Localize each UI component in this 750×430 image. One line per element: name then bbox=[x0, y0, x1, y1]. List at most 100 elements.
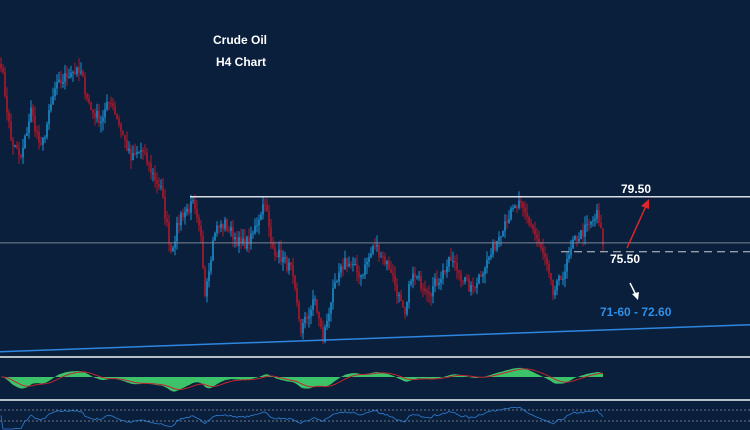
candle bbox=[356, 255, 358, 282]
candle bbox=[0, 57, 2, 73]
candle bbox=[252, 230, 254, 239]
candle bbox=[494, 239, 496, 252]
candle bbox=[234, 232, 236, 248]
candle bbox=[244, 229, 246, 250]
candle bbox=[538, 230, 540, 248]
macd-panel bbox=[0, 367, 604, 392]
candle bbox=[224, 216, 226, 232]
candle bbox=[240, 228, 242, 249]
candle bbox=[328, 307, 330, 329]
candle bbox=[308, 307, 310, 328]
candle bbox=[318, 311, 320, 327]
candle bbox=[36, 125, 38, 140]
candle bbox=[314, 295, 316, 306]
candle bbox=[212, 236, 214, 262]
candle bbox=[462, 279, 464, 286]
candle bbox=[316, 298, 318, 315]
candle bbox=[592, 216, 594, 227]
candle bbox=[76, 66, 78, 77]
candle bbox=[372, 244, 374, 256]
candle bbox=[344, 250, 346, 270]
candle bbox=[414, 266, 416, 286]
candle bbox=[118, 115, 120, 128]
candle bbox=[434, 273, 436, 293]
candle bbox=[540, 241, 542, 252]
candle bbox=[172, 245, 174, 252]
candle bbox=[94, 108, 96, 126]
candle bbox=[100, 115, 102, 133]
candle bbox=[238, 231, 240, 254]
candle bbox=[202, 230, 204, 270]
candle bbox=[582, 223, 584, 247]
candle bbox=[246, 235, 248, 252]
candle bbox=[262, 197, 264, 220]
candle bbox=[400, 290, 402, 302]
candle bbox=[176, 216, 178, 250]
candle bbox=[290, 262, 292, 271]
candle bbox=[126, 131, 128, 152]
candle bbox=[388, 256, 390, 271]
candle bbox=[136, 145, 138, 159]
candle bbox=[206, 278, 208, 303]
candle bbox=[146, 148, 148, 167]
candle bbox=[478, 273, 480, 285]
candle bbox=[526, 203, 528, 224]
candle bbox=[380, 251, 382, 258]
chart-title: Crude Oil bbox=[213, 33, 268, 47]
candle bbox=[110, 96, 112, 108]
candle bbox=[412, 266, 414, 289]
candle bbox=[306, 312, 308, 325]
candle bbox=[148, 160, 150, 172]
candle bbox=[370, 247, 372, 259]
candle bbox=[424, 280, 426, 295]
candle bbox=[188, 203, 190, 216]
candle bbox=[584, 216, 586, 245]
candle bbox=[250, 226, 252, 250]
candle bbox=[46, 121, 48, 140]
candle bbox=[256, 217, 258, 233]
candle bbox=[510, 206, 512, 221]
candle bbox=[74, 62, 76, 75]
candle bbox=[562, 271, 564, 286]
candle bbox=[160, 179, 162, 191]
candle bbox=[108, 101, 110, 111]
candle bbox=[438, 278, 440, 290]
candle bbox=[228, 225, 230, 233]
candle bbox=[38, 124, 40, 150]
candle bbox=[60, 70, 62, 89]
candle bbox=[374, 237, 376, 250]
candle bbox=[534, 221, 536, 241]
candle bbox=[150, 154, 152, 180]
candle bbox=[236, 230, 238, 248]
candle bbox=[200, 220, 202, 243]
candle bbox=[54, 81, 56, 101]
candle bbox=[444, 269, 446, 276]
bullish-arrow bbox=[626, 199, 649, 249]
trendline bbox=[0, 323, 750, 353]
candle bbox=[4, 66, 6, 99]
candle bbox=[360, 274, 362, 286]
candle bbox=[156, 172, 158, 194]
candle bbox=[520, 195, 522, 209]
candle bbox=[352, 256, 354, 272]
candle bbox=[410, 278, 412, 287]
candle bbox=[472, 277, 474, 295]
candle bbox=[426, 287, 428, 302]
candle bbox=[342, 258, 344, 277]
candle bbox=[554, 285, 556, 299]
candle bbox=[122, 130, 124, 136]
candle bbox=[450, 248, 452, 262]
candle bbox=[364, 257, 366, 280]
candle bbox=[220, 220, 222, 233]
candle bbox=[154, 164, 156, 188]
candle bbox=[564, 263, 566, 288]
candle bbox=[32, 104, 34, 123]
candle bbox=[362, 273, 364, 280]
candle bbox=[278, 241, 280, 264]
candle bbox=[72, 70, 74, 82]
candle bbox=[428, 285, 430, 303]
candle bbox=[398, 291, 400, 303]
candle bbox=[274, 241, 276, 262]
candle bbox=[248, 228, 250, 254]
candle bbox=[492, 239, 494, 258]
